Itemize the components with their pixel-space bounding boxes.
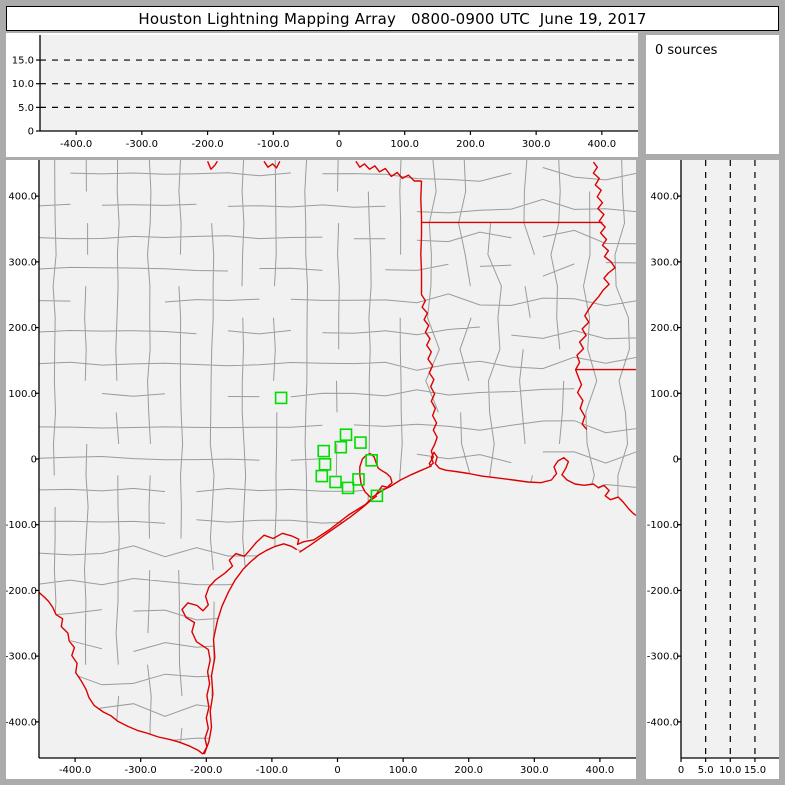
state-border-line <box>299 495 378 553</box>
x-tick-label: 200.0 <box>454 765 483 776</box>
altitude-ew-panel[interactable]: 0 5.0 10.0 15.0 -400.0 -300.0 -200.0 -100.0 0 100… <box>6 33 638 157</box>
lma-station-marker <box>354 436 367 449</box>
altitude-ns-plot[interactable]: 400.0 300.0 200.0 100.0 0 -100.0 -200.0 -300.0 -… <box>646 160 779 779</box>
state-border-line <box>355 160 422 182</box>
altitude-ew-plot[interactable]: 0 5.0 10.0 15.0 -400.0 -300.0 -200.0 -100.0 0 100… <box>6 33 638 157</box>
state-border-line <box>206 160 218 170</box>
map-content <box>39 160 636 758</box>
x-tick-label: 200.0 <box>456 139 485 150</box>
altitude-tick-label: 0 <box>678 765 684 776</box>
altitude-tick-label: 10.0 <box>719 765 741 776</box>
altitude-tick-label: 15.0 <box>12 56 34 67</box>
sources-panel: 0 sources <box>646 35 779 154</box>
state-border-line <box>263 160 281 169</box>
y-tick-label: 400.0 <box>650 192 679 203</box>
y-tick-label: -100.0 <box>647 520 679 531</box>
state-border-line <box>359 453 393 499</box>
x-tick-label: -400.0 <box>59 765 91 776</box>
x-tick-label: -300.0 <box>126 139 158 150</box>
y-tick-label: -200.0 <box>6 586 37 597</box>
altitude-tick-label: 10.0 <box>12 79 34 90</box>
x-tick-label: 400.0 <box>588 139 617 150</box>
lma-station-marker <box>317 444 331 458</box>
lma-station-marker <box>365 453 378 467</box>
x-tick-label: -400.0 <box>60 139 92 150</box>
y-tick-label: -100.0 <box>6 520 37 531</box>
y-tick-label: 300.0 <box>650 257 679 268</box>
y-tick-label: -400.0 <box>647 717 679 728</box>
x-tick-label: 0 <box>336 139 342 150</box>
lma-station-marker <box>339 428 353 442</box>
window-title: Houston Lightning Mapping Array 0800-090… <box>138 9 647 28</box>
y-tick-label: 100.0 <box>650 389 679 400</box>
x-tick-label: -200.0 <box>190 765 222 776</box>
x-tick-label: 300.0 <box>522 139 551 150</box>
y-tick-label: 400.0 <box>8 192 37 203</box>
y-tick-label: -400.0 <box>6 717 37 728</box>
y-tick-label: -300.0 <box>6 652 37 663</box>
galveston-bay-area <box>359 453 392 499</box>
lma-station-marker <box>334 440 348 454</box>
x-tick-label: 300.0 <box>520 765 549 776</box>
lma-station-marker <box>318 457 332 471</box>
altitude-tick-label: 5.0 <box>18 103 34 114</box>
x-tick-label: -300.0 <box>125 765 157 776</box>
x-tick-label: -100.0 <box>257 139 289 150</box>
y-tick-label: 200.0 <box>8 323 37 334</box>
state-border-line <box>420 180 438 468</box>
y-tick-label: 300.0 <box>8 257 37 268</box>
altitude-tick-label: 15.0 <box>744 765 766 776</box>
lma-station-marker <box>370 489 384 503</box>
x-tick-label: 100.0 <box>389 765 418 776</box>
x-tick-label: 400.0 <box>586 765 615 776</box>
sources-count-label: 0 sources <box>655 43 718 58</box>
altitude-tick-label: 0 <box>28 127 34 138</box>
lma-station-marker <box>274 391 288 405</box>
altitude-ns-panel[interactable]: 400.0 300.0 200.0 100.0 0 -100.0 -200.0 -300.0 -… <box>646 160 779 779</box>
x-tick-label: 100.0 <box>390 139 419 150</box>
altitude-tick-label: 5.0 <box>698 765 714 776</box>
lma-station-marker <box>352 473 365 486</box>
state-border-line <box>574 161 616 430</box>
y-tick-label: 200.0 <box>650 323 679 334</box>
state-border-line <box>39 591 204 755</box>
lma-station-marker <box>329 475 342 489</box>
title-bar: Houston Lightning Mapping Array 0800-090… <box>6 6 779 31</box>
alt-ew-background <box>40 35 638 131</box>
x-tick-label: 0 <box>334 765 340 776</box>
y-tick-label: 100.0 <box>8 389 37 400</box>
y-tick-label: 0 <box>31 455 37 466</box>
plan-view-map[interactable]: 400.0 300.0 200.0 100.0 0 -100.0 -200.0 -300.0 -… <box>6 160 636 779</box>
y-tick-label: -300.0 <box>647 652 679 663</box>
lma-station-marker <box>315 469 329 483</box>
state-border-line <box>375 451 636 517</box>
state-border-line <box>181 497 373 755</box>
lma-station-marker <box>341 481 355 495</box>
x-tick-label: -100.0 <box>256 765 288 776</box>
y-tick-label: -200.0 <box>647 586 679 597</box>
plan-view-map-panel[interactable]: 400.0 300.0 200.0 100.0 0 -100.0 -200.0 -300.0 -… <box>6 160 636 779</box>
state-border-line <box>203 543 298 755</box>
y-tick-label: 0 <box>673 455 679 466</box>
x-tick-label: -200.0 <box>191 139 223 150</box>
